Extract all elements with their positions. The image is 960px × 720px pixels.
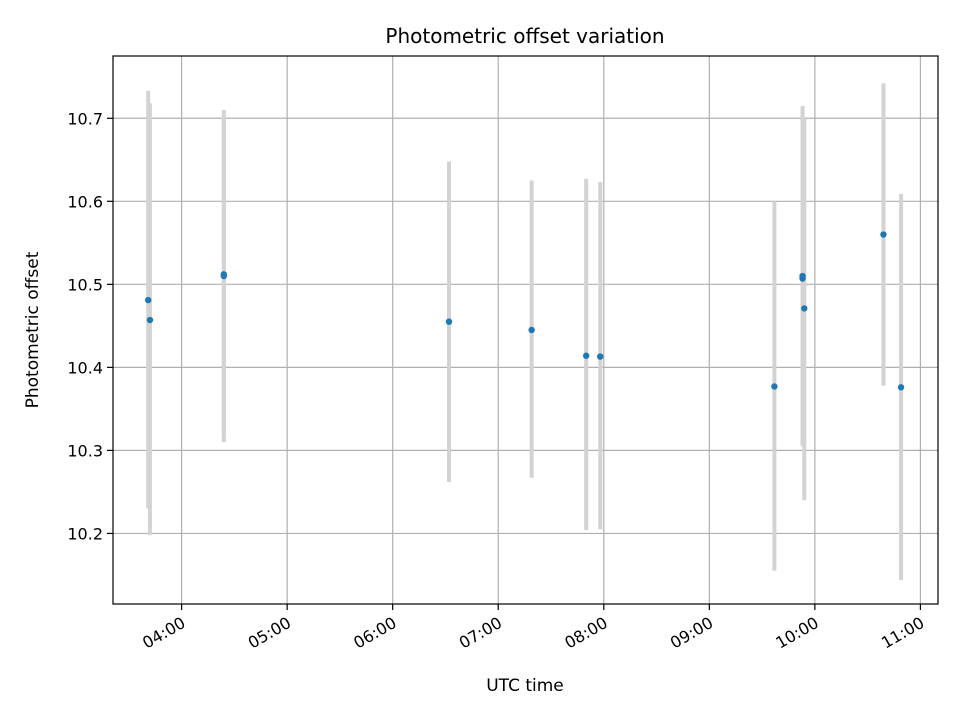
y-tick-label: 10.7: [67, 109, 103, 128]
data-point: [528, 326, 535, 334]
y-tick-label: 10.4: [67, 358, 103, 377]
data-point: [799, 275, 806, 282]
y-tick-label: 10.2: [67, 524, 103, 543]
y-tick-label: 10.5: [67, 275, 103, 294]
data-point: [582, 352, 590, 359]
data-point: [897, 384, 905, 391]
y-axis: 10.2 10.3 10.4 10.5 10.6 10.7: [67, 109, 113, 543]
data-points: [144, 231, 905, 391]
plot-frame: [112, 55, 939, 605]
chart-title: Photometric offset variation: [385, 24, 664, 48]
y-tick-label: 10.3: [67, 441, 103, 460]
y-tick-label: 10.6: [67, 192, 103, 211]
data-point: [220, 272, 228, 280]
grid: [113, 56, 938, 604]
data-point: [801, 305, 808, 312]
data-point: [445, 318, 453, 325]
x-axis-label: UTC time: [486, 676, 564, 696]
data-point: [144, 296, 152, 304]
data-point: [880, 231, 887, 238]
data-point: [597, 353, 604, 360]
y-axis-label: Photometric offset: [23, 251, 43, 408]
data-point: [146, 316, 154, 324]
data-point: [771, 383, 778, 390]
